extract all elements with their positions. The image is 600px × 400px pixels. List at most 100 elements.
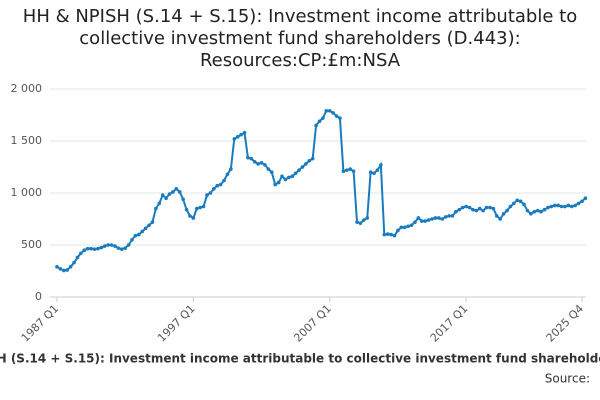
data-point xyxy=(522,202,526,207)
data-point xyxy=(215,183,220,188)
data-point xyxy=(96,246,100,251)
data-point xyxy=(392,233,397,238)
data-point xyxy=(75,255,80,260)
data-point xyxy=(382,232,387,237)
data-point xyxy=(419,219,424,223)
data-point xyxy=(65,268,70,272)
data-point xyxy=(341,169,346,173)
data-point xyxy=(460,205,465,210)
data-point xyxy=(72,260,76,265)
data-point xyxy=(235,135,240,139)
data-point xyxy=(525,208,530,213)
data-point xyxy=(82,248,87,252)
data-point xyxy=(467,205,472,210)
data-point xyxy=(143,226,148,231)
data-point xyxy=(559,204,564,209)
x-tick-label: 1987 Q1 xyxy=(19,302,62,345)
data-point xyxy=(304,162,308,166)
data-point xyxy=(297,168,301,172)
data-point xyxy=(157,201,162,206)
data-point xyxy=(539,209,543,214)
data-point xyxy=(542,207,547,212)
data-point xyxy=(109,243,114,247)
data-point xyxy=(229,167,233,171)
data-point xyxy=(160,193,165,197)
data-point xyxy=(501,212,506,216)
data-point xyxy=(184,207,189,212)
data-point xyxy=(423,219,427,223)
data-point xyxy=(123,246,127,250)
data-point xyxy=(532,209,537,214)
data-point xyxy=(242,130,247,135)
data-point xyxy=(62,268,66,273)
data-point xyxy=(437,216,441,220)
data-point xyxy=(106,243,110,247)
x-tick-label: 1997 Q1 xyxy=(155,302,198,345)
data-point xyxy=(102,244,107,248)
data-point xyxy=(409,223,414,228)
data-point xyxy=(287,175,291,180)
source: Source: xyxy=(545,372,590,386)
data-point xyxy=(133,233,138,238)
data-point xyxy=(484,205,489,210)
data-point xyxy=(222,178,226,183)
data-point xyxy=(191,216,196,220)
data-point xyxy=(55,265,59,269)
data-point xyxy=(140,229,145,234)
data-point xyxy=(440,217,445,221)
y-tick-label: 500 xyxy=(21,238,42,251)
x-axis-label: HH & NPISH (S.14 + S.15): Investment inc… xyxy=(0,352,600,366)
data-point xyxy=(413,220,417,224)
data-point xyxy=(358,221,363,225)
data-point xyxy=(552,203,557,208)
x-tick-label: 2025 Q4 xyxy=(544,302,587,345)
data-point xyxy=(273,182,277,187)
data-point xyxy=(324,109,329,113)
data-point xyxy=(481,208,485,213)
data-point xyxy=(205,193,209,197)
data-point xyxy=(580,199,584,204)
data-point xyxy=(362,218,366,222)
data-point xyxy=(569,204,574,209)
data-point xyxy=(252,160,257,164)
y-tick-label: 0 xyxy=(35,290,42,303)
data-point xyxy=(167,192,172,196)
data-point xyxy=(556,203,560,208)
data-point xyxy=(307,158,312,163)
data-point xyxy=(515,198,520,203)
data-point xyxy=(566,203,571,208)
y-tick-label: 1 000 xyxy=(11,186,43,199)
data-point xyxy=(535,208,540,213)
data-point xyxy=(488,205,492,210)
data-point xyxy=(225,172,230,177)
data-point xyxy=(365,216,370,220)
data-point xyxy=(518,199,523,204)
x-tick-label: 2007 Q1 xyxy=(291,302,334,345)
data-point xyxy=(396,228,400,233)
data-point xyxy=(126,243,131,247)
data-point xyxy=(137,232,141,237)
data-point xyxy=(249,156,254,161)
data-point xyxy=(454,209,458,214)
data-point xyxy=(433,216,438,220)
data-point xyxy=(576,201,581,206)
data-point xyxy=(491,206,496,211)
data-point xyxy=(450,214,455,218)
data-point xyxy=(171,190,175,194)
data-point xyxy=(239,132,243,137)
data-point xyxy=(150,220,155,224)
data-point xyxy=(385,232,390,236)
data-point xyxy=(68,265,73,269)
data-point xyxy=(283,177,288,182)
data-point xyxy=(208,191,213,195)
data-point xyxy=(259,161,264,165)
series-line xyxy=(56,109,587,272)
chart-title: HH & NPISH (S.14 + S.15): Investment inc… xyxy=(22,6,578,71)
data-point xyxy=(416,216,421,220)
data-point xyxy=(464,204,468,209)
data-point xyxy=(379,163,383,167)
y-tick-label: 2 000 xyxy=(11,82,43,95)
data-point xyxy=(154,206,158,211)
data-point xyxy=(529,212,533,216)
data-point xyxy=(266,167,271,171)
